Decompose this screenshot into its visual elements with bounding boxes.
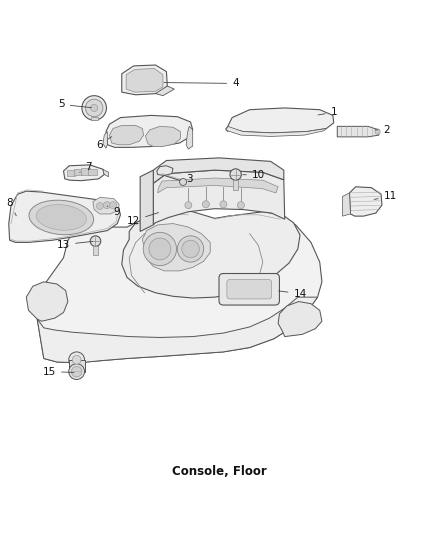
Circle shape: [110, 201, 117, 209]
Polygon shape: [337, 126, 379, 137]
Polygon shape: [126, 69, 163, 92]
Circle shape: [149, 238, 171, 260]
Polygon shape: [81, 168, 90, 175]
Polygon shape: [67, 169, 75, 176]
Text: 8: 8: [7, 198, 16, 216]
Polygon shape: [106, 115, 193, 147]
Circle shape: [69, 352, 85, 368]
Text: 4: 4: [164, 78, 239, 88]
Polygon shape: [37, 297, 318, 363]
Polygon shape: [64, 165, 104, 181]
Text: 12: 12: [127, 213, 159, 225]
Circle shape: [185, 201, 192, 209]
Polygon shape: [350, 187, 382, 216]
Polygon shape: [110, 125, 144, 145]
Polygon shape: [88, 169, 97, 175]
Polygon shape: [74, 169, 82, 175]
Text: 10: 10: [243, 171, 265, 180]
Circle shape: [85, 99, 103, 117]
Text: 9: 9: [107, 206, 120, 217]
Ellipse shape: [29, 200, 94, 235]
Circle shape: [375, 129, 380, 134]
Text: 11: 11: [374, 191, 397, 201]
Polygon shape: [233, 180, 238, 190]
Ellipse shape: [36, 205, 86, 230]
Text: 6: 6: [96, 136, 112, 150]
Circle shape: [103, 201, 110, 209]
Polygon shape: [103, 169, 109, 177]
Polygon shape: [26, 282, 68, 321]
Polygon shape: [103, 132, 107, 148]
Text: 15: 15: [43, 367, 74, 377]
Circle shape: [91, 104, 98, 111]
Polygon shape: [91, 117, 98, 120]
Polygon shape: [158, 178, 278, 193]
Text: 13: 13: [57, 240, 93, 249]
Polygon shape: [142, 223, 210, 271]
Circle shape: [180, 179, 187, 185]
Text: 1: 1: [318, 107, 337, 117]
Polygon shape: [155, 86, 174, 96]
Polygon shape: [343, 193, 350, 216]
Text: 5: 5: [58, 100, 92, 109]
Polygon shape: [122, 209, 300, 298]
Polygon shape: [226, 126, 230, 132]
Text: 14: 14: [279, 289, 307, 298]
Polygon shape: [37, 208, 322, 363]
Polygon shape: [226, 126, 326, 136]
Text: 7: 7: [80, 161, 92, 172]
Polygon shape: [186, 126, 193, 149]
Circle shape: [90, 236, 101, 246]
Polygon shape: [278, 302, 322, 336]
FancyBboxPatch shape: [219, 273, 279, 305]
Circle shape: [72, 356, 81, 364]
FancyBboxPatch shape: [227, 280, 272, 299]
Text: Console, Floor: Console, Floor: [172, 465, 266, 478]
Circle shape: [177, 236, 204, 262]
Circle shape: [202, 201, 209, 208]
Polygon shape: [122, 65, 167, 95]
Text: 2: 2: [375, 125, 390, 135]
Polygon shape: [93, 246, 98, 255]
Polygon shape: [140, 170, 153, 231]
Circle shape: [82, 96, 106, 120]
Circle shape: [96, 203, 103, 209]
Circle shape: [71, 366, 82, 377]
Polygon shape: [145, 126, 180, 147]
Polygon shape: [228, 108, 334, 133]
Circle shape: [182, 240, 199, 258]
Circle shape: [230, 169, 241, 180]
Circle shape: [237, 201, 244, 209]
Text: 3: 3: [180, 174, 193, 184]
Circle shape: [143, 232, 177, 265]
Polygon shape: [153, 158, 284, 183]
Polygon shape: [157, 166, 173, 175]
Polygon shape: [69, 360, 85, 372]
Circle shape: [220, 201, 227, 208]
Circle shape: [69, 364, 85, 379]
Polygon shape: [9, 191, 120, 243]
Polygon shape: [93, 197, 119, 214]
Polygon shape: [153, 170, 285, 225]
